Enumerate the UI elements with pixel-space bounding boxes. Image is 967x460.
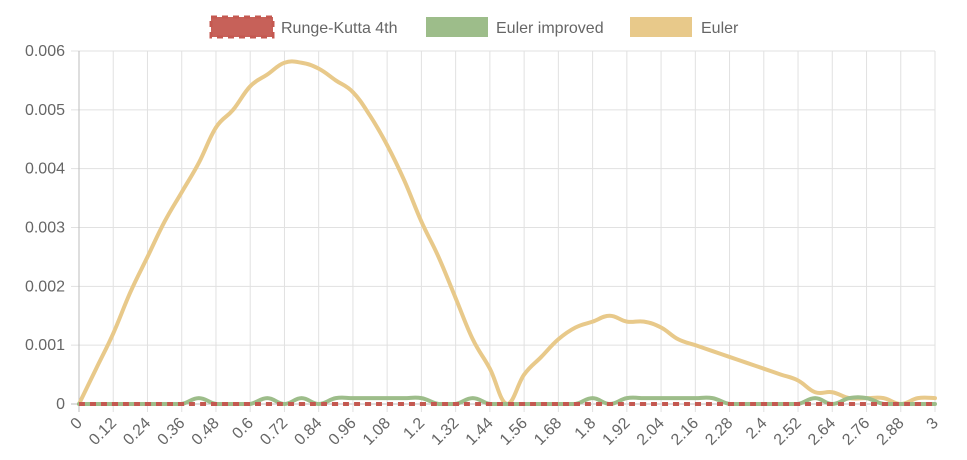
legend-swatch (426, 17, 488, 37)
series-line-euler-improved (77, 395, 937, 406)
x-tick-label: 0.6 (229, 415, 257, 443)
x-tick-label: 2.16 (668, 415, 702, 449)
legend-label: Runge-Kutta 4th (281, 20, 398, 37)
legend-swatch (630, 17, 692, 37)
y-axis-tick-labels: 0 0.001 0.002 0.003 0.004 0.005 0.006 (25, 43, 65, 413)
y-tick-label: 0 (56, 396, 65, 413)
legend[interactable]: Runge-Kutta 4th Euler improved Euler (209, 15, 739, 39)
y-tick-label: 0.004 (25, 161, 65, 178)
series-line-euler (77, 59, 937, 406)
x-tick-label: 2.76 (839, 415, 873, 449)
legend-item-euler-improved[interactable]: Euler improved (426, 17, 604, 37)
y-tick-label: 0.006 (25, 43, 65, 60)
x-tick-label: 1.8 (572, 415, 600, 443)
legend-item-euler[interactable]: Euler (630, 17, 739, 37)
x-tick-label: 1.08 (360, 415, 394, 449)
x-tick-label: 1.68 (531, 415, 565, 449)
x-tick-label: 1.32 (428, 415, 462, 449)
x-tick-label: 0.12 (86, 415, 120, 449)
x-tick-label: 0.84 (291, 415, 325, 449)
x-tick-label: 0.96 (326, 415, 360, 449)
y-tick-label: 0.001 (25, 337, 65, 354)
x-tick-label: 0.36 (155, 415, 189, 449)
legend-label: Euler (701, 20, 739, 37)
x-tick-label: 1.56 (497, 415, 531, 449)
y-tick-label: 0.005 (25, 102, 65, 119)
legend-label: Euler improved (496, 20, 604, 37)
x-tick-label: 0.72 (257, 415, 291, 449)
x-tick-label: 1.2 (400, 415, 428, 443)
x-axis-tick-labels: 0 0.12 0.24 0.36 0.48 0.6 0.72 0.84 0.96 1.08 1.2 1… (68, 415, 942, 449)
legend-swatch (209, 15, 275, 39)
x-tick-label: 1.92 (600, 415, 634, 449)
grid-lines (71, 50, 936, 412)
y-tick-label: 0.002 (25, 278, 65, 295)
x-tick-label: 2.64 (805, 415, 839, 449)
y-tick-label: 0.003 (25, 220, 65, 237)
x-tick-label: 0 (68, 415, 86, 433)
x-tick-label: 2.04 (634, 415, 668, 449)
x-tick-label: 2.28 (702, 415, 736, 449)
series-layer (77, 59, 937, 406)
x-tick-label: 0.24 (120, 415, 154, 449)
x-tick-label: 1.44 (463, 415, 497, 449)
x-tick-label: 2.88 (874, 415, 908, 449)
x-tick-label: 2.4 (743, 415, 771, 443)
x-tick-label: 0.48 (189, 415, 223, 449)
legend-item-runge-kutta-4th[interactable]: Runge-Kutta 4th (209, 15, 398, 39)
x-tick-label: 3 (924, 415, 942, 433)
x-tick-label: 2.52 (771, 415, 805, 449)
